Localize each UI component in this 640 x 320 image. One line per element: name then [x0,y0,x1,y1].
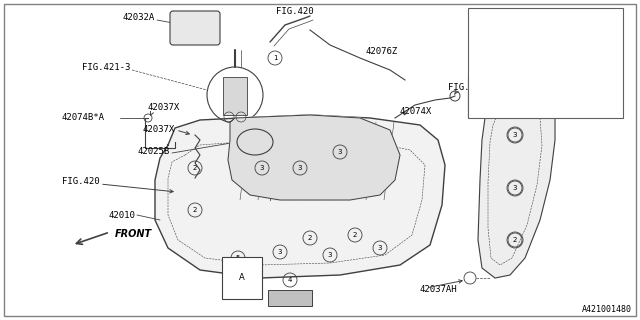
Text: 42043*C: 42043*C [506,81,543,90]
Bar [223,77,247,115]
Text: 1: 1 [482,14,486,23]
Text: 42074B*A: 42074B*A [62,114,105,123]
Text: 42074X: 42074X [400,108,432,116]
Text: 2: 2 [513,237,517,243]
Text: 42054: 42054 [558,98,585,107]
Text: 3: 3 [513,185,517,191]
Text: 42025B: 42025B [138,148,170,156]
Polygon shape [228,115,400,200]
Text: FIG.421: FIG.421 [348,140,386,149]
Text: FIG.420: FIG.420 [448,84,486,92]
Text: 2: 2 [193,207,197,213]
Bar [268,290,312,306]
Text: 42032A: 42032A [123,13,155,22]
Text: 3: 3 [338,149,342,155]
Text: FIG.420: FIG.420 [276,7,314,17]
Text: W170026: W170026 [506,14,543,23]
Text: A: A [485,92,491,100]
Polygon shape [478,96,555,278]
Text: 1: 1 [273,55,277,61]
Text: 4: 4 [288,277,292,283]
Text: 42043*D: 42043*D [506,102,543,111]
Polygon shape [155,115,445,278]
Text: 2: 2 [482,36,486,45]
Text: 5: 5 [481,102,486,111]
Text: 42043*A: 42043*A [506,36,543,45]
Text: 2: 2 [308,235,312,241]
Text: 42037AH: 42037AH [420,285,458,294]
Text: A: A [239,274,245,283]
Text: 42037X: 42037X [148,103,180,113]
Text: 4: 4 [481,81,486,90]
Text: 42076Z: 42076Z [365,47,397,57]
Text: 2: 2 [353,232,357,238]
Text: 3: 3 [278,249,282,255]
Text: 3: 3 [378,245,382,251]
Text: FIG.421-3: FIG.421-3 [82,63,130,73]
Text: FRONT: FRONT [115,229,152,239]
FancyBboxPatch shape [170,11,220,45]
Text: A421001480: A421001480 [582,305,632,314]
Text: 3: 3 [513,132,517,138]
Text: 3: 3 [298,165,302,171]
Text: 2: 2 [193,165,197,171]
Text: 5: 5 [236,255,240,261]
Bar [468,8,623,118]
Text: 3: 3 [260,165,264,171]
Text: FIG.420: FIG.420 [62,178,100,187]
Text: 42010: 42010 [108,211,135,220]
Text: 42043*B: 42043*B [506,59,543,68]
Text: 3: 3 [481,59,486,68]
Text: 3: 3 [328,252,332,258]
Text: 42037X: 42037X [143,125,175,134]
